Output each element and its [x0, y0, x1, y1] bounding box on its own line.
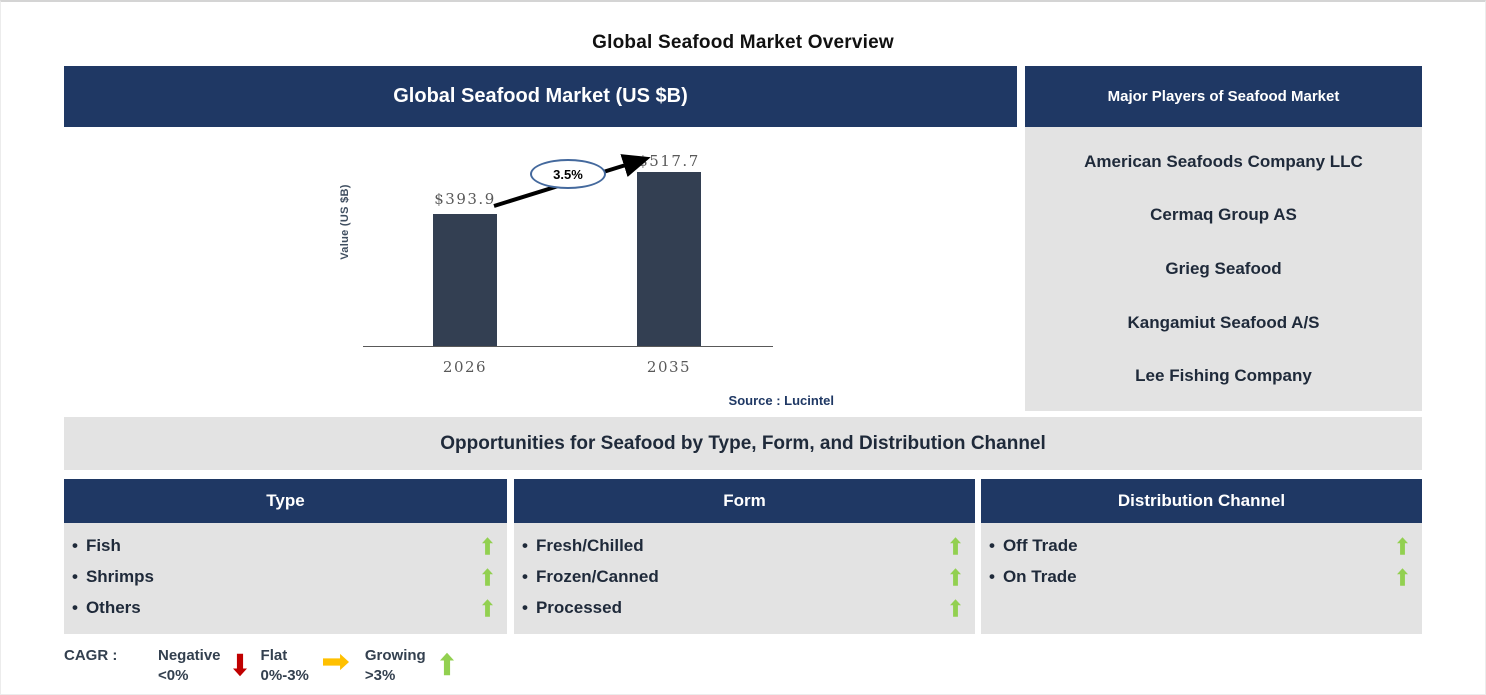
column-body-distribution-channel: Off Trade On Trade: [981, 523, 1422, 634]
players-header-label: Major Players of Seafood Market: [1107, 88, 1340, 105]
column-body-form: Fresh/Chilled Frozen/Canned Processed: [514, 523, 975, 634]
up-arrow-icon: [439, 652, 454, 676]
cagr-annotation-oval: 3.5%: [530, 159, 606, 189]
list-item: On Trade: [981, 561, 1422, 592]
x-axis-line: [363, 346, 773, 347]
item-label: Fresh/Chilled: [535, 535, 644, 555]
legend-item-name: Growing: [364, 647, 426, 664]
bullet-icon: [522, 567, 528, 587]
list-item: Frozen/Canned: [514, 561, 975, 592]
up-arrow-icon: [950, 598, 961, 617]
up-arrow-icon: [482, 536, 493, 555]
up-arrow-icon: [950, 536, 961, 555]
bar-2035: [637, 172, 701, 346]
cagr-annotation-label: 3.5%: [553, 166, 583, 182]
bullet-icon: [989, 567, 995, 587]
bar-value-label: $517.7: [638, 152, 700, 170]
item-label: Off Trade: [1002, 535, 1078, 555]
player-name: Cermaq Group AS: [1150, 205, 1297, 225]
item-label: Frozen/Canned: [535, 566, 659, 586]
bullet-icon: [522, 536, 528, 556]
legend-item-range: 0%-3%: [260, 667, 309, 684]
y-axis-label: Value (US $B): [339, 184, 351, 260]
bullet-icon: [72, 536, 78, 556]
item-label: Fish: [85, 535, 121, 555]
column-body-type: Fish Shrimps Others: [64, 523, 507, 634]
player-name: Lee Fishing Company: [1135, 366, 1312, 386]
right-arrow-icon: [322, 653, 349, 671]
column-header-label: Distribution Channel: [1117, 491, 1286, 510]
column-header-form: Form: [514, 479, 975, 523]
player-name: Grieg Seafood: [1165, 258, 1282, 278]
item-label: Shrimps: [85, 566, 154, 586]
list-item: Fresh/Chilled: [514, 530, 975, 561]
column-header-label: Type: [266, 491, 305, 510]
legend-item-range: >3%: [364, 667, 396, 684]
players-panel: American Seafoods Company LLC Cermaq Gro…: [1025, 127, 1422, 411]
list-item: Off Trade: [981, 530, 1422, 561]
players-header: Major Players of Seafood Market: [1025, 66, 1422, 127]
list-item: Processed: [514, 592, 975, 623]
list-item: Fish: [64, 530, 507, 561]
legend-item-name: Negative: [158, 647, 221, 664]
column-header-type: Type: [64, 479, 507, 523]
legend-item-range: <0%: [158, 667, 189, 684]
column-header-distribution-channel: Distribution Channel: [981, 479, 1422, 523]
opportunities-band-title: Opportunities for Seafood by Type, Form,…: [440, 432, 1046, 454]
up-arrow-icon: [1397, 536, 1408, 555]
up-arrow-icon: [1397, 567, 1408, 586]
legend-item-negative: Negative <0%: [158, 646, 247, 686]
bar-value-label: $393.9: [434, 190, 496, 208]
list-item: Shrimps: [64, 561, 507, 592]
column-header-label: Form: [723, 491, 766, 510]
bullet-icon: [522, 598, 528, 618]
cagr-legend: CAGR : Negative <0% Flat 0%-3% Growing >…: [64, 646, 454, 686]
chart-header: Global Seafood Market (US $B): [64, 66, 1017, 127]
item-label: Processed: [535, 597, 622, 617]
bullet-icon: [72, 598, 78, 618]
item-label: On Trade: [1002, 566, 1077, 586]
source-note: Source : Lucintel: [728, 393, 834, 408]
page-title: Global Seafood Market Overview: [592, 32, 894, 53]
player-name: Kangamiut Seafood A/S: [1127, 312, 1320, 332]
x-tick-label: 2026: [442, 358, 488, 376]
legend-item-growing: Growing >3%: [365, 646, 454, 686]
up-arrow-icon: [482, 598, 493, 617]
opportunities-band: Opportunities for Seafood by Type, Form,…: [64, 417, 1422, 470]
bullet-icon: [989, 536, 995, 556]
bullet-icon: [72, 567, 78, 587]
bar-chart: Value (US $B) $393.9 $517.7 2026 2035 3.…: [64, 127, 1017, 417]
chart-header-label: Global Seafood Market (US $B): [393, 85, 688, 107]
legend-item-flat: Flat 0%-3%: [261, 646, 351, 686]
player-name: American Seafoods Company LLC: [1084, 151, 1363, 171]
x-tick-label: 2035: [646, 358, 692, 376]
list-item: Others: [64, 592, 507, 623]
bar-2026: [433, 214, 497, 346]
up-arrow-icon: [950, 567, 961, 586]
down-arrow-icon: [232, 653, 247, 677]
legend-title: CAGR :: [64, 647, 118, 664]
item-label: Others: [85, 597, 141, 617]
legend-item-name: Flat: [260, 647, 288, 664]
up-arrow-icon: [482, 567, 493, 586]
